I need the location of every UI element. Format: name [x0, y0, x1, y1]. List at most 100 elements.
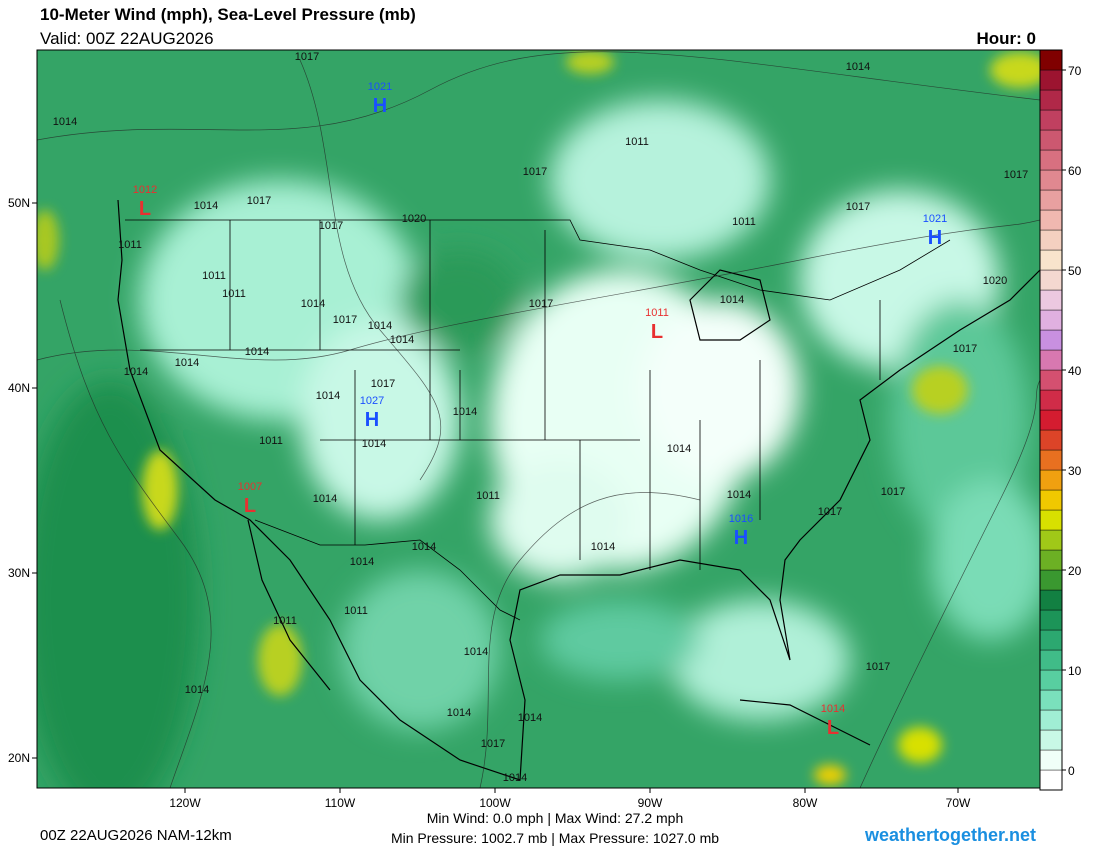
colorbar-swatch	[1039, 709, 1063, 731]
colorbar-swatch	[1039, 509, 1063, 531]
valid-time: Valid: 00Z 22AUG2026	[40, 29, 214, 48]
isobar-label: 1014	[720, 294, 744, 306]
isobar-label: 1017	[818, 506, 842, 518]
isobar-label: 1014	[453, 406, 477, 418]
colorbar: 0 10 20 30 40 50 60 70	[1039, 49, 1082, 791]
pressure-center-value: 1011	[645, 307, 669, 319]
isobar	[479, 492, 701, 788]
colorbar-tick-label: 60	[1068, 164, 1082, 178]
colorbar-tick-label: 30	[1068, 464, 1082, 478]
isobar-label: 1017	[881, 486, 905, 498]
pressure-center-letter: L	[651, 321, 663, 343]
colorbar-swatch	[1039, 369, 1063, 391]
isobar-label: 1014	[175, 357, 199, 369]
baja-coast	[247, 519, 331, 691]
isobar-label: 1017	[333, 314, 357, 326]
isobar-label: 1014	[245, 346, 269, 358]
colorbar-swatch	[1039, 329, 1063, 351]
colorbar-swatch	[1039, 529, 1063, 551]
isobar-label: 1014	[464, 646, 488, 658]
isobar-label: 1014	[194, 200, 218, 212]
pressure-center-letter: H	[734, 527, 748, 549]
forecast-hour: Hour: 0	[977, 29, 1037, 48]
isobar-label: 1017	[319, 220, 343, 232]
map-field: 1017 1014 1014 1011 1017 1017 1014 1017 1017 1017…	[37, 50, 1040, 788]
colorbar-swatch	[1039, 309, 1063, 331]
isobar-label: 1014	[368, 320, 392, 332]
pacific-coast	[117, 199, 521, 781]
map-axes: 50N 40N 30N 20N 120W 110W 100W 90W 80W 70W	[8, 196, 971, 810]
title: 10-Meter Wind (mph), Sea-Level Pressure …	[40, 5, 416, 24]
colorbar-tick-label: 0	[1068, 764, 1075, 778]
isobar-label: 1014	[350, 556, 374, 568]
colorbar-swatch	[1039, 689, 1063, 711]
colorbar-swatch	[1039, 589, 1063, 611]
isobar-label: 1017	[953, 343, 977, 355]
isobar-label: 1014	[53, 116, 77, 128]
site-link[interactable]: weathertogether.net	[864, 825, 1036, 845]
isobar-label: 1014	[447, 707, 471, 719]
colorbar-swatch	[1039, 169, 1063, 191]
colorbar-tick-label: 70	[1068, 64, 1082, 78]
isobar-label: 1017	[523, 166, 547, 178]
isobar-label: 1014	[390, 334, 414, 346]
isobar-label: 1017	[371, 378, 395, 390]
colorbar-swatch	[1039, 449, 1063, 471]
colorbar-swatch	[1039, 729, 1063, 751]
isobar-label: 1011	[344, 605, 368, 617]
isobars	[37, 51, 1040, 788]
isobar-label: 1017	[247, 195, 271, 207]
pressure-labels: 1017 1014 1014 1011 1017 1017 1014 1017 1017 1017…	[53, 51, 1028, 784]
isobar-label: 1020	[983, 275, 1007, 287]
latitude-label: 40N	[8, 381, 30, 395]
colorbar-swatch	[1039, 49, 1063, 71]
isobar-label: 1014	[667, 443, 691, 455]
isobar-label: 1014	[518, 712, 542, 724]
colorbar-swatch	[1039, 69, 1063, 91]
pressure-center-letter: L	[827, 717, 839, 739]
colorbar-swatch	[1039, 429, 1063, 451]
colorbar-swatch	[1039, 289, 1063, 311]
great-lakes	[689, 269, 771, 341]
isobar	[299, 59, 442, 481]
longitude-label: 120W	[169, 796, 201, 810]
colorbar-swatch	[1039, 549, 1063, 571]
pressure-center-value: 1012	[133, 184, 157, 196]
isobar-label: 1011	[273, 615, 297, 627]
longitude-label: 80W	[793, 796, 818, 810]
colorbar-swatch	[1039, 629, 1063, 651]
isobar-label: 1014	[591, 541, 615, 553]
colorbar-swatch	[1039, 489, 1063, 511]
colorbar-swatch	[1039, 409, 1063, 431]
isobar-label: 1017	[295, 51, 319, 63]
pressure-center-letter: H	[373, 95, 387, 117]
colorbar-swatch	[1039, 609, 1063, 631]
colorbar-swatch	[1039, 209, 1063, 231]
colorbar-swatch	[1039, 349, 1063, 371]
isobar-label: 1014	[185, 684, 209, 696]
longitude-label: 110W	[325, 796, 356, 810]
coastlines	[117, 199, 1040, 781]
pressure-center-letter: L	[139, 198, 151, 220]
latitude-label: 50N	[8, 196, 30, 210]
colorbar-swatch	[1039, 189, 1063, 211]
colorbar-frame	[1039, 49, 1063, 791]
model-run: 00Z 22AUG2026 NAM-12km	[40, 827, 232, 844]
colorbar-swatch	[1039, 109, 1063, 131]
isobar-label: 1014	[362, 438, 386, 450]
isobar-label: 1017	[846, 201, 870, 213]
isobar-label: 1011	[222, 288, 246, 300]
pressure-center-value: 1007	[238, 481, 262, 493]
isobar-label: 1014	[313, 493, 337, 505]
colorbar-swatch	[1039, 249, 1063, 271]
isobar-label: 1011	[732, 216, 756, 228]
colorbar-swatch	[1039, 229, 1063, 251]
isobar-label: 1014	[727, 489, 751, 501]
us-canada-border	[125, 219, 951, 301]
colorbar-tick-label: 10	[1068, 664, 1082, 678]
isobar-label: 1011	[202, 270, 226, 282]
colorbar-tick-label: 40	[1068, 364, 1082, 378]
isobar-label: 1014	[124, 366, 148, 378]
cuba-coast	[739, 699, 871, 746]
isobar	[37, 51, 1040, 141]
